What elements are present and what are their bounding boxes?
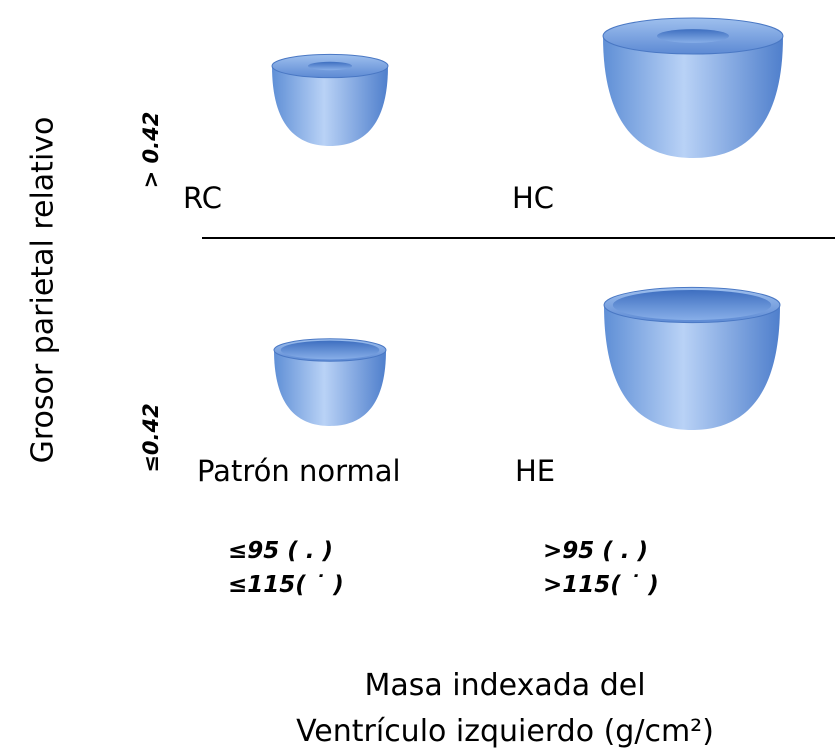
heart-body xyxy=(604,305,780,430)
threshold: ≤95 ( . ) xyxy=(228,538,333,564)
x-axis-label: Masa indexada del xyxy=(364,668,645,703)
row-label: > 0.42 xyxy=(139,112,163,189)
quadrant-label: HE xyxy=(515,454,555,488)
heart-icon xyxy=(603,18,783,158)
y-axis-label: Grosor parietal relativo xyxy=(26,117,61,464)
threshold: >95 ( . ) xyxy=(543,538,648,564)
row-label: ≤0.42 xyxy=(139,403,163,472)
quadrant-label: HC xyxy=(512,181,554,215)
heart-cavity xyxy=(657,29,729,43)
threshold: ≤115( ˙ ) xyxy=(228,572,344,598)
heart-icons xyxy=(272,18,783,430)
x-axis-label: Ventrículo izquierdo (g/cm²) xyxy=(296,714,714,749)
heart-cavity xyxy=(281,341,380,360)
heart-cavity xyxy=(613,290,771,320)
heart-icon xyxy=(272,54,388,146)
diagram: Grosor parietal relativo > 0.42 ≤0.42 RC… xyxy=(0,0,835,749)
quadrant-label: RC xyxy=(183,181,222,215)
heart-icon xyxy=(274,339,386,426)
threshold: >115( ˙ ) xyxy=(543,572,659,598)
heart-cavity xyxy=(308,62,352,70)
quadrant-label: Patrón normal xyxy=(197,454,401,488)
heart-icon xyxy=(604,287,780,430)
